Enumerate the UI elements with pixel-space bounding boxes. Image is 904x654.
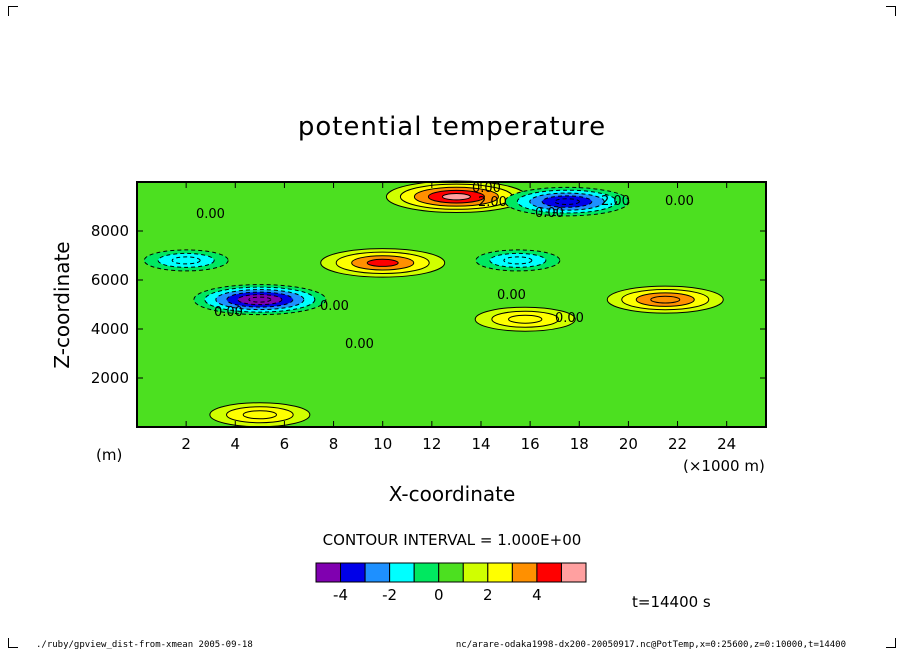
colorbar-swatch — [462, 562, 489, 583]
colorbar-swatch — [560, 562, 587, 583]
x-tick-label: 8 — [329, 435, 339, 453]
colorbar-swatch — [340, 562, 366, 583]
frame-corner-top-right — [886, 6, 896, 16]
y-tick-label: 8000 — [91, 222, 129, 240]
colorbar-swatch — [536, 562, 562, 583]
contour-label: 2.00 — [478, 195, 507, 210]
colorbar-swatch — [315, 562, 342, 583]
contour-region-2-3 — [366, 258, 399, 267]
y-axis-unit: (m) — [96, 446, 123, 464]
colorbar-swatch — [511, 562, 538, 583]
x-tick-label: 16 — [521, 435, 540, 453]
frame-corner-bottom-right — [886, 638, 896, 648]
y-tick-label: 6000 — [91, 271, 129, 289]
footer-right-text: nc/arare-odaka1998-dx200-20050917.nc@Pot… — [455, 640, 846, 650]
contour-region-3-5 — [248, 296, 272, 303]
colorbar-tick-label: 4 — [532, 586, 542, 604]
x-tick-label: 20 — [619, 435, 638, 453]
contour-label: 0.00 — [320, 299, 349, 314]
x-tick-label: 6 — [280, 435, 290, 453]
contour-label: 0.00 — [535, 206, 564, 221]
x-axis-label: X-coordinate — [388, 482, 516, 506]
x-tick-label: 2 — [181, 435, 191, 453]
contour-region-8-2 — [503, 256, 533, 265]
footer-left-text: ./ruby/gpview_dist-from-xmean 2005-09-18 — [36, 640, 253, 650]
contour-interval-label: CONTOUR INTERVAL = 1.000E+00 — [322, 531, 582, 549]
contour-label: 0.00 — [665, 194, 694, 209]
x-tick-label: 10 — [373, 435, 392, 453]
frame-corner-top-left — [8, 6, 18, 16]
y-tick-label: 4000 — [91, 320, 129, 338]
colorbar-tick-label: 2 — [483, 586, 493, 604]
x-tick-label: 14 — [471, 435, 490, 453]
colorbar-swatch — [438, 562, 464, 583]
contour-region-1-4 — [554, 198, 580, 205]
contour-label: 0.00 — [214, 305, 243, 320]
x-tick-label: 18 — [570, 435, 589, 453]
colorbar-swatch — [413, 562, 440, 583]
contour-label: 2.00 — [601, 194, 630, 209]
contour-label: 0.00 — [345, 337, 374, 352]
contour-region-7-2 — [171, 256, 201, 265]
colorbar-tick-label: -2 — [382, 586, 397, 604]
x-tick-label: 22 — [668, 435, 687, 453]
contour-label: 0.00 — [555, 311, 584, 326]
contour-region-0-4 — [441, 193, 471, 201]
x-tick-label: 4 — [231, 435, 241, 453]
colorbar-tick-label: -4 — [333, 586, 348, 604]
chart-title: potential temperature — [297, 112, 607, 142]
y-tick-label: 2000 — [91, 369, 129, 387]
colorbar-tick-label: 0 — [434, 586, 444, 604]
frame-corner-bottom-left — [8, 638, 18, 648]
contour-label: 0.00 — [196, 207, 225, 222]
colorbar-swatch — [364, 562, 391, 583]
colorbar-swatch — [487, 562, 513, 583]
x-tick-label: 24 — [717, 435, 736, 453]
x-axis-unit: (×1000 m) — [683, 457, 765, 475]
contour-region-4-3 — [650, 295, 681, 304]
time-label: t=14400 s — [632, 593, 711, 611]
contour-region-6-2 — [242, 410, 278, 420]
plot-frame — [136, 181, 767, 428]
colorbar-swatch — [389, 562, 415, 583]
contour-label: 0.00 — [472, 181, 501, 196]
x-tick-label: 12 — [422, 435, 441, 453]
contour-label: 0.00 — [497, 288, 526, 303]
contour-region-5-2 — [508, 314, 543, 324]
